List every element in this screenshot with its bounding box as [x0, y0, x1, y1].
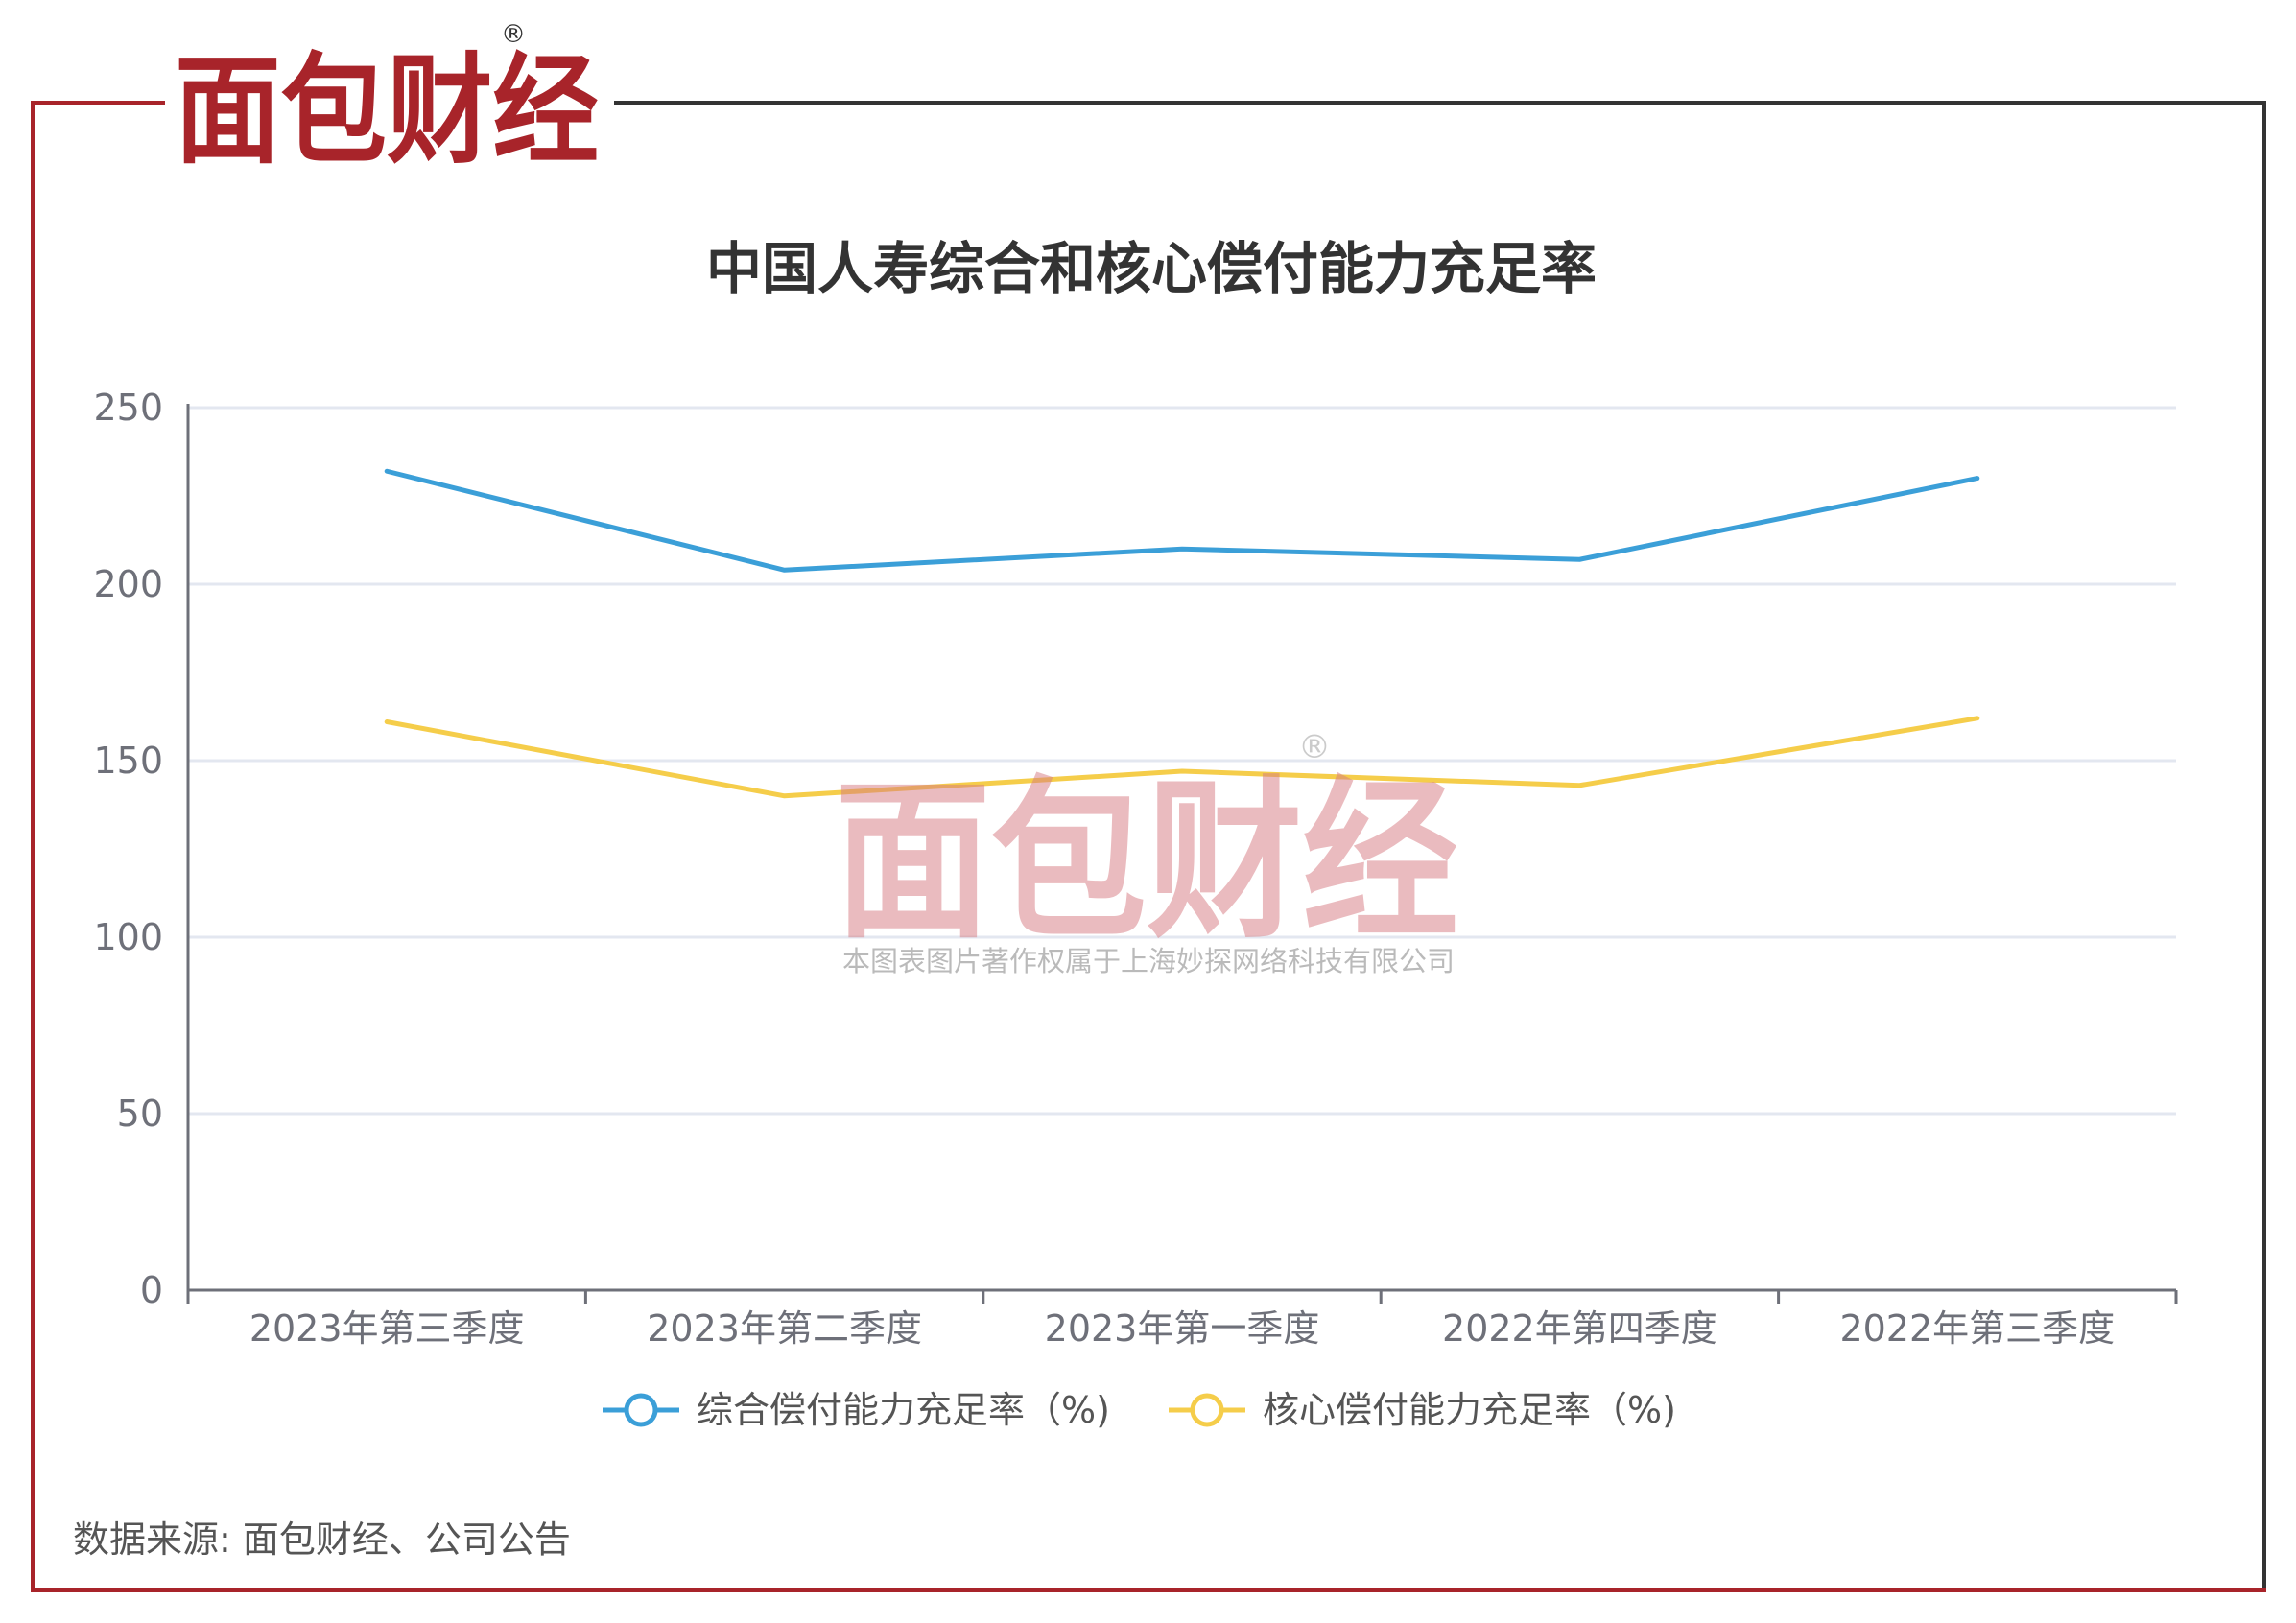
x-tick-label: 2022年第四季度: [1442, 1307, 1717, 1350]
frame: [31, 101, 2266, 1592]
legend-swatch-marker: [1190, 1393, 1224, 1427]
y-tick-label: 150: [93, 740, 163, 782]
y-tick-label: 100: [93, 916, 163, 958]
x-tick-label: 2023年第二季度: [647, 1307, 922, 1350]
chart-title: 中国人寿综合和核心偿付能力充足率: [706, 236, 1597, 301]
legend-label: 核心偿付能力充足率（%): [1263, 1389, 1676, 1431]
y-tick-label: 50: [117, 1093, 163, 1135]
legend-swatch-marker: [624, 1393, 658, 1427]
watermark-copyright: 本图表图片著作权属于上海妙探网络科技有限公司: [842, 945, 1455, 977]
legend-item-2: 核心偿付能力充足率（%): [1169, 1389, 1676, 1431]
x-tick-label: 2022年第三季度: [1839, 1307, 2115, 1350]
x-tick-label: 2023年第三季度: [249, 1307, 525, 1350]
legend-label: 综合偿付能力充足率（%): [697, 1389, 1110, 1431]
watermark-registered-mark: ®: [1298, 728, 1331, 766]
source-note: 数据来源: 面包财经、公司公告: [73, 1518, 571, 1561]
plot-area: 0 50 100 150 200 250 2023年第三季度 2023年第二季度 2023年第一…: [93, 387, 2178, 1350]
brand-logo-text: 面包财经: [175, 42, 599, 180]
watermark: 面包财经 ® 本图表图片著作权属于上海妙探网络科技有限公司: [835, 728, 1458, 977]
y-tick-label: 0: [140, 1269, 163, 1311]
series-line-1: [384, 468, 1980, 573]
legend-item-1: 综合偿付能力充足率（%): [603, 1389, 1110, 1431]
brand-registered-mark: ®: [501, 20, 526, 49]
brand-logo: 面包财经 ®: [175, 20, 599, 180]
y-tick-label: 250: [93, 387, 163, 429]
x-tick-label: 2023年第一季度: [1045, 1307, 1320, 1350]
y-tick-label: 200: [93, 563, 163, 605]
legend: 综合偿付能力充足率（%) 核心偿付能力充足率（%): [603, 1389, 1676, 1431]
watermark-logo-text: 面包财经: [835, 762, 1458, 962]
series-line-2: [384, 716, 1980, 799]
